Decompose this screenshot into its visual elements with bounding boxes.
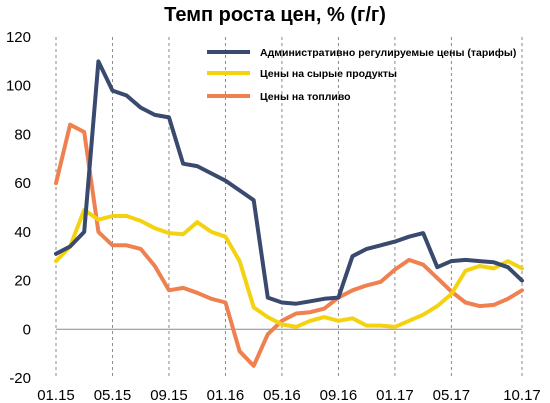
x-tick-label-05.15: 05.15 (94, 387, 132, 403)
y-tick-label-100: 100 (6, 78, 31, 95)
x-tick-label-09.16: 09.16 (320, 387, 358, 403)
axes: -20 0 20 40 60 80 100 120 01.15 05.15 09.15 01.16 05… (6, 29, 541, 403)
y-tick-label-60: 60 (14, 175, 31, 192)
x-tick-label-05.17: 05.17 (433, 387, 471, 403)
x-tick-label-10.17: 10.17 (503, 387, 541, 403)
chart-title: Темп роста цен, % (г/г) (164, 4, 386, 26)
y-tick-label--20: -20 (9, 370, 31, 387)
y-tick-label-0: 0 (23, 321, 31, 338)
series-line-raw-food-prices (54, 207, 524, 329)
y-tick-label-80: 80 (14, 126, 31, 143)
legend-label-raw-food-prices: Цены на сырые продукты (260, 68, 397, 80)
x-tick-label-01.16: 01.16 (207, 387, 245, 403)
legend: Административно регулируемые цены (тариф… (207, 47, 516, 103)
series-line-fuel-prices (54, 122, 524, 368)
y-tick-label-20: 20 (14, 273, 31, 290)
x-tick-label-05.16: 05.16 (263, 387, 301, 403)
x-tick-label-01.17: 01.17 (376, 387, 414, 403)
gridlines (55, 37, 523, 378)
legend-label-administrative-prices: Административно регулируемые цены (тариф… (260, 47, 516, 59)
series-line-administrative-prices (54, 59, 524, 306)
x-tick-label-09.15: 09.15 (150, 387, 188, 403)
y-tick-label-120: 120 (6, 29, 31, 46)
legend-label-fuel-prices: Цены на топливо (260, 91, 351, 103)
x-tick-label-01.15: 01.15 (37, 387, 75, 403)
y-tick-label-40: 40 (14, 224, 31, 241)
series-lines (54, 59, 524, 368)
